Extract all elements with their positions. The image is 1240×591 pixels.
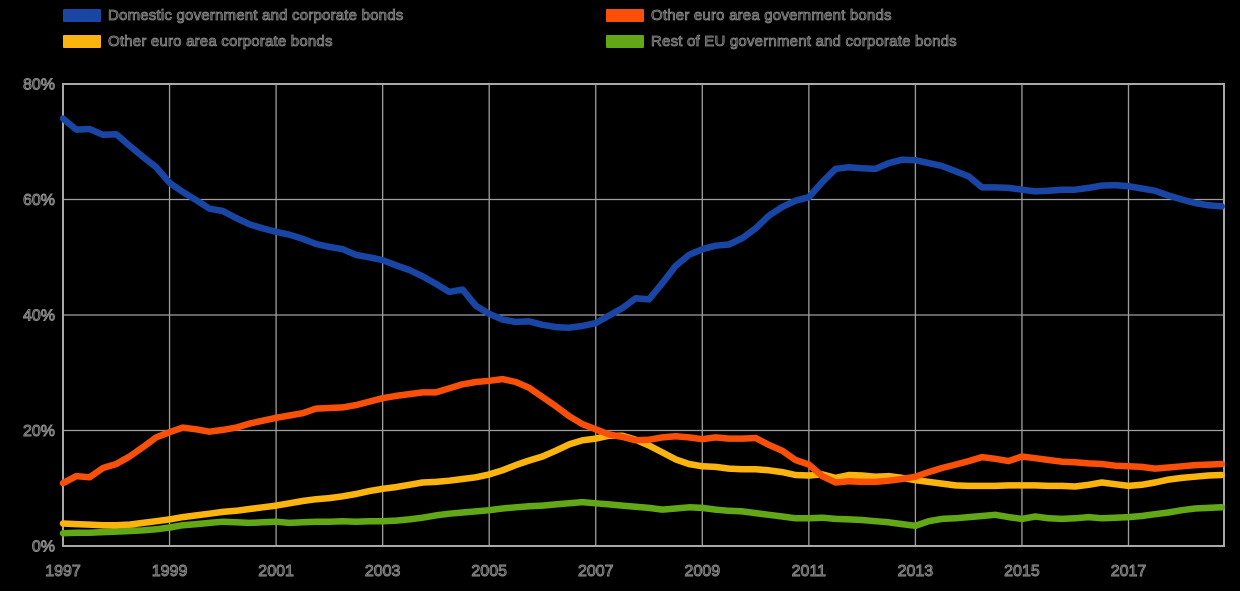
legend-swatch-yellow (63, 35, 101, 48)
x-axis-tick-label: 2007 (578, 563, 614, 580)
legend-item-rest-of-eu-bonds: Rest of EU government and corporate bond… (606, 33, 957, 51)
series-line-3 (59, 498, 1225, 537)
legend-swatch-green (606, 35, 644, 48)
legend-label: Other euro area corporate bonds (108, 33, 333, 51)
y-axis-tick-label: 40% (23, 308, 55, 325)
legend-label: Rest of EU government and corporate bond… (651, 33, 957, 51)
series-line-1 (59, 375, 1225, 487)
x-axis-tick-label: 1999 (152, 563, 188, 580)
plot-border (62, 83, 1225, 547)
legend-swatch-orange (606, 9, 644, 22)
x-axis-tick-label: 2003 (365, 563, 401, 580)
x-axis-tick-label: 2011 (792, 563, 827, 580)
x-axis-tick-label: 2009 (685, 563, 721, 580)
x-axis-tick-label: 2001 (258, 563, 294, 580)
series-line-2 (59, 432, 1225, 529)
y-axis-tick-label: 60% (23, 192, 55, 209)
legend-swatch-blue (63, 9, 101, 22)
legend-label: Other euro area government bonds (651, 7, 892, 25)
x-axis-tick-label: 2013 (898, 563, 934, 580)
legend-item-other-euro-corporate-bonds: Other euro area corporate bonds (63, 33, 333, 51)
y-axis-tick-label: 80% (23, 77, 55, 94)
y-axis-tick-label: 0% (32, 539, 55, 556)
legend-item-domestic-bonds: Domestic government and corporate bonds (63, 7, 404, 25)
legend-item-other-euro-government-bonds: Other euro area government bonds (606, 7, 892, 25)
x-axis-tick-label: 2005 (471, 563, 507, 580)
x-axis-tick-label: 2017 (1111, 563, 1147, 580)
x-axis-tick-label: 2015 (1004, 563, 1040, 580)
series-line-0 (59, 115, 1225, 331)
x-axis-tick-label: 1997 (45, 563, 81, 580)
legend-label: Domestic government and corporate bonds (108, 7, 404, 25)
y-axis-tick-label: 20% (23, 423, 55, 440)
